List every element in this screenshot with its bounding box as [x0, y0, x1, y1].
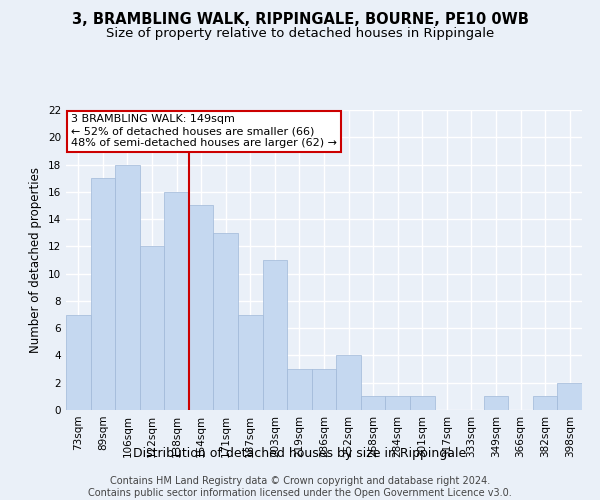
Bar: [140, 246, 164, 410]
Bar: [336, 356, 361, 410]
Bar: [484, 396, 508, 410]
Bar: [214, 232, 238, 410]
Text: Contains HM Land Registry data © Crown copyright and database right 2024.
Contai: Contains HM Land Registry data © Crown c…: [88, 476, 512, 498]
Bar: [287, 369, 312, 410]
Bar: [91, 178, 115, 410]
Bar: [410, 396, 434, 410]
Bar: [263, 260, 287, 410]
Bar: [115, 164, 140, 410]
Bar: [189, 206, 214, 410]
Bar: [238, 314, 263, 410]
Bar: [361, 396, 385, 410]
Bar: [164, 192, 189, 410]
Bar: [557, 382, 582, 410]
Bar: [312, 369, 336, 410]
Bar: [533, 396, 557, 410]
Bar: [385, 396, 410, 410]
Bar: [66, 314, 91, 410]
Text: Size of property relative to detached houses in Rippingale: Size of property relative to detached ho…: [106, 28, 494, 40]
Text: 3, BRAMBLING WALK, RIPPINGALE, BOURNE, PE10 0WB: 3, BRAMBLING WALK, RIPPINGALE, BOURNE, P…: [71, 12, 529, 28]
Y-axis label: Number of detached properties: Number of detached properties: [29, 167, 43, 353]
Text: 3 BRAMBLING WALK: 149sqm
← 52% of detached houses are smaller (66)
48% of semi-d: 3 BRAMBLING WALK: 149sqm ← 52% of detach…: [71, 114, 337, 148]
Text: Distribution of detached houses by size in Rippingale: Distribution of detached houses by size …: [133, 448, 467, 460]
